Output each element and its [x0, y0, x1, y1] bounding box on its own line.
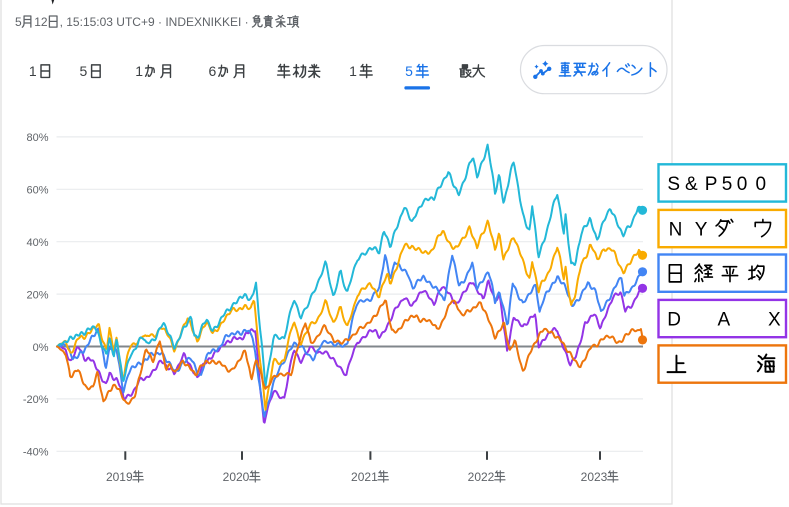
svg-text:0%: 0% — [33, 342, 49, 354]
svg-text:N: N — [669, 220, 683, 241]
svg-text:0: 0 — [737, 174, 748, 195]
svg-text:20%: 20% — [26, 289, 48, 301]
svg-text:S: S — [667, 174, 680, 195]
svg-text:-40%: -40% — [23, 447, 49, 459]
svg-text:2022: 2022 — [468, 470, 495, 484]
svg-text:5: 5 — [15, 15, 22, 29]
svg-text:Y: Y — [695, 220, 708, 241]
svg-text:2023: 2023 — [581, 470, 608, 484]
svg-text:12: 12 — [34, 15, 48, 29]
svg-text:2020: 2020 — [223, 470, 250, 484]
svg-text:1: 1 — [29, 63, 37, 79]
svg-text:A: A — [718, 310, 731, 331]
svg-text:5: 5 — [405, 63, 413, 79]
svg-text:1: 1 — [135, 63, 143, 79]
svg-text:2019: 2019 — [106, 470, 133, 484]
svg-text:5: 5 — [80, 63, 88, 79]
svg-text:X: X — [768, 310, 781, 331]
svg-text:6: 6 — [209, 63, 217, 79]
svg-text:P: P — [705, 174, 718, 195]
svg-text:D: D — [667, 310, 681, 331]
svg-text:60%: 60% — [26, 185, 48, 197]
svg-text:40%: 40% — [26, 237, 48, 249]
svg-text:2021: 2021 — [351, 470, 378, 484]
svg-text:, 15:15:03 UTC+9 · INDEXNIKKEI: , 15:15:03 UTC+9 · INDEXNIKKEI · — [60, 15, 249, 29]
svg-text:0: 0 — [756, 174, 767, 195]
svg-text:-20%: -20% — [23, 394, 49, 406]
svg-text:80%: 80% — [26, 132, 48, 144]
svg-text:&: & — [685, 174, 698, 195]
svg-text:1: 1 — [349, 63, 357, 79]
svg-text:5: 5 — [722, 174, 733, 195]
